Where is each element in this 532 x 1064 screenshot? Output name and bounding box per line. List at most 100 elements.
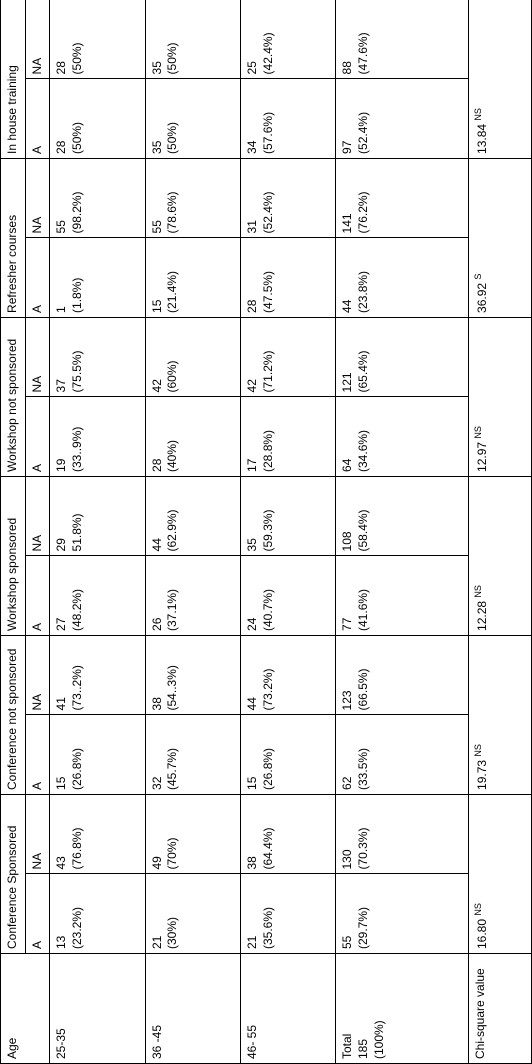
cell-value: 35 — [150, 4, 166, 75]
cell-percent: (75.5%) — [70, 322, 86, 393]
cell-percent: (50%) — [165, 4, 181, 75]
chi-square-value: 19.73 NS — [468, 635, 531, 794]
cell-percent: (48.2%) — [70, 560, 86, 631]
cell-value: 15 — [54, 719, 70, 790]
cell-percent: (70%) — [165, 799, 181, 870]
data-cell: 42(60%) — [145, 317, 240, 397]
data-cell: 13(23.2%) — [50, 874, 145, 954]
data-cell: 43(76.8%) — [50, 794, 145, 874]
cell-value: 42 — [245, 322, 261, 393]
cell-value: 49 — [150, 799, 166, 870]
cell-percent: (41.6%) — [356, 560, 372, 631]
cell-percent: (30%) — [165, 879, 181, 950]
data-cell: 44(73.2%) — [241, 635, 336, 715]
data-cell: 41(73..2%) — [50, 635, 145, 715]
data-cell: 108(58.4%) — [336, 476, 468, 556]
age-header: Age — [1, 954, 50, 1064]
sub-1b: NA — [25, 635, 50, 715]
cell-percent: (26.8%) — [70, 719, 86, 790]
cell-percent: (78.6%) — [165, 163, 181, 234]
cell-value: 38 — [245, 799, 261, 870]
cell-percent: (23.8%) — [356, 242, 372, 313]
chi-square-value: 12.28 NS — [468, 476, 531, 635]
cell-value: 44 — [150, 481, 166, 552]
header-row-sub: A NA A NA A NA A NA A NA A NA — [25, 0, 50, 1064]
cell-value: 17 — [245, 401, 261, 472]
cell-percent: (60%) — [165, 322, 181, 393]
cell-value: 28 — [54, 4, 70, 75]
cell-value: 43 — [54, 799, 70, 870]
cell-value: 38 — [150, 640, 166, 711]
data-cell: 28(50%) — [50, 0, 145, 79]
cell-percent: (33.5%) — [356, 719, 372, 790]
data-cell: 28(40%) — [145, 397, 240, 477]
sub-5a: A — [25, 79, 50, 159]
sub-5b: NA — [25, 0, 50, 79]
cell-percent: (35.6%) — [261, 879, 277, 950]
cell-percent: (45.7%) — [165, 719, 181, 790]
cell-value: 44 — [245, 640, 261, 711]
cell-percent: (66.5%) — [356, 640, 372, 711]
table-body: 25-3513(23.2%)43(76.8%)15(26.8%)41(73..2… — [50, 0, 532, 1064]
data-cell: 31(52.4%) — [241, 158, 336, 238]
data-cell: 44(62.9%) — [145, 476, 240, 556]
cell-percent: (76.8%) — [70, 799, 86, 870]
table-row: 36 -4521(30%)49(70%)32(45.7%)38(54..3%)2… — [145, 0, 240, 1064]
data-cell: 64(34.6%) — [336, 397, 468, 477]
chi-square-value: 36.92 S — [468, 158, 531, 317]
group-header-0: Conference Sponsored — [1, 794, 26, 953]
data-cell: 141(76.2%) — [336, 158, 468, 238]
data-cell: 2951.8%) — [50, 476, 145, 556]
cell-percent: (34.6%) — [356, 401, 372, 472]
data-cell: 24(40.7%) — [241, 556, 336, 636]
group-header-3: Workshop not sponsored — [1, 317, 26, 476]
sub-4b: NA — [25, 158, 50, 238]
chi-square-label: Chi-square value — [468, 954, 531, 1064]
data-cell: 55(29.7%) — [336, 874, 468, 954]
cell-value: 35 — [245, 481, 261, 552]
cell-value: 55 — [150, 163, 166, 234]
cell-percent: (98.2%) — [70, 163, 86, 234]
data-cell: 1(1.8%) — [50, 238, 145, 318]
row-label: Total185(100%) — [336, 954, 468, 1064]
cell-percent: (26.8%) — [261, 719, 277, 790]
cell-percent: (47.6%) — [356, 4, 372, 75]
data-cell: 121(65.4%) — [336, 317, 468, 397]
cell-percent: (52.4%) — [356, 83, 372, 154]
sub-0a: A — [25, 874, 50, 954]
chi-square-value: 12.97 NS — [468, 317, 531, 476]
cell-value: 97 — [340, 83, 356, 154]
chi-square-row: Chi-square value16.80 NS19.73 NS12.28 NS… — [468, 0, 531, 1064]
data-cell: 88(47.6%) — [336, 0, 468, 79]
cell-percent: (42.4%) — [261, 4, 277, 75]
cell-percent: (70.3%) — [356, 799, 372, 870]
data-cell: 35(50%) — [145, 79, 240, 159]
cell-value: 35 — [150, 83, 166, 154]
cell-percent: (71.2%) — [261, 322, 277, 393]
sub-1a: A — [25, 715, 50, 795]
cell-percent: (57.6%) — [261, 83, 277, 154]
cell-value: 44 — [340, 242, 356, 313]
group-header-1: Conference not sponsored — [1, 635, 26, 794]
data-cell: 26(37.1%) — [145, 556, 240, 636]
chi-square-value: 16.80 NS — [468, 794, 531, 953]
cell-percent: (52.4%) — [261, 163, 277, 234]
cell-value: 21 — [150, 879, 166, 950]
cell-percent: (40.7%) — [261, 560, 277, 631]
data-cell: 55(98.2%) — [50, 158, 145, 238]
cell-value: 28 — [245, 242, 261, 313]
data-cell: 15(26.8%) — [241, 715, 336, 795]
cell-value: 15 — [245, 719, 261, 790]
cell-percent: (76.2%) — [356, 163, 372, 234]
data-cell: 32(45.7%) — [145, 715, 240, 795]
cell-value: 64 — [340, 401, 356, 472]
group-header-2: Workshop sponsored — [1, 476, 26, 635]
cell-percent: (58.4%) — [356, 481, 372, 552]
cell-value: 26 — [150, 560, 166, 631]
data-cell: 35(50%) — [145, 0, 240, 79]
data-cell: 97(52.4%) — [336, 79, 468, 159]
data-cell: 21(35.6%) — [241, 874, 336, 954]
header-row-groups: Age Conference Sponsored Conference not … — [1, 0, 26, 1064]
cell-percent: (50%) — [165, 83, 181, 154]
cell-value: 28 — [54, 83, 70, 154]
